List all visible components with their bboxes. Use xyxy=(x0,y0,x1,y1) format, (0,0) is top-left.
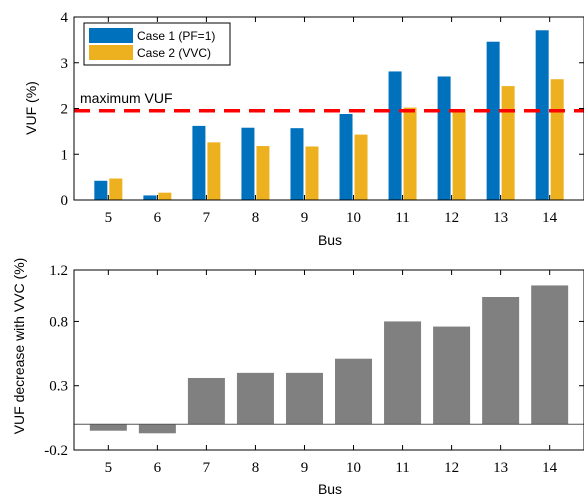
top-xtick-label: 8 xyxy=(252,210,260,226)
legend-swatch-case2 xyxy=(89,45,133,60)
bar-case2-bus-5 xyxy=(109,178,123,200)
xlabel-bottom: Bus xyxy=(318,481,342,495)
bar-case1-bus-10 xyxy=(339,113,353,200)
top-xtick-label: 14 xyxy=(542,210,558,226)
bar-case2-bus-7 xyxy=(207,142,221,200)
bar-case2-bus-12 xyxy=(452,109,466,200)
bottom-ytick-label: 0.8 xyxy=(49,314,68,330)
legend-swatch-case1 xyxy=(89,28,133,43)
top-xtick-label: 9 xyxy=(301,210,309,226)
axes-bottom: -0.2 0.3 0.8 1.2 5 6 7 8 9 10 11 12 13 14 xyxy=(44,263,584,476)
bottom-bars xyxy=(89,285,569,434)
bar-case1-bus-7 xyxy=(192,125,206,200)
bar-decrease-bus-5 xyxy=(89,424,127,431)
bottom-xtick-label: 12 xyxy=(444,460,459,476)
top-xtick-label: 10 xyxy=(346,210,361,226)
bar-decrease-bus-11 xyxy=(384,321,422,425)
bar-case2-bus-10 xyxy=(354,134,368,200)
bottom-xtick-label: 9 xyxy=(301,460,309,476)
chart-bottom: -0.2 0.3 0.8 1.2 5 6 7 8 9 10 11 12 13 14 VUF decreas… xyxy=(11,258,584,495)
top-xtick-label: 6 xyxy=(154,210,162,226)
bar-case2-bus-8 xyxy=(256,146,270,200)
top-bars xyxy=(94,30,564,200)
bar-case1-bus-5 xyxy=(94,180,108,200)
top-ytick-label: 1 xyxy=(61,147,69,163)
bottom-xtick-label: 14 xyxy=(542,460,558,476)
bar-decrease-bus-7 xyxy=(187,378,225,425)
top-ytick-label: 4 xyxy=(61,10,69,26)
bottom-ytick-label: 1.2 xyxy=(49,263,68,279)
legend-top: Case 1 (PF=1) Case 2 (VVC) xyxy=(83,22,231,66)
bottom-xtick-label: 5 xyxy=(105,460,113,476)
top-xtick-label: 5 xyxy=(105,210,113,226)
top-xtick-label: 11 xyxy=(395,210,409,226)
bar-decrease-bus-14 xyxy=(531,285,569,425)
bottom-axes-frame xyxy=(73,269,584,451)
bar-decrease-bus-13 xyxy=(482,297,520,425)
ylabel-top: VUF (%) xyxy=(23,81,39,135)
bar-decrease-bus-9 xyxy=(285,372,323,425)
bottom-xtick-label: 13 xyxy=(493,460,508,476)
bottom-xtick-label: 8 xyxy=(252,460,260,476)
top-ytick-label: 0 xyxy=(61,193,69,209)
legend-label-case2: Case 2 (VVC) xyxy=(137,46,211,60)
bar-case1-bus-9 xyxy=(290,128,304,200)
bar-case1-bus-14 xyxy=(535,30,549,200)
bottom-xtick-label: 6 xyxy=(154,460,162,476)
bar-case1-bus-12 xyxy=(437,76,451,200)
bottom-xtick-label: 10 xyxy=(346,460,361,476)
bar-case1-bus-8 xyxy=(241,127,255,200)
ylabel-bottom: VUF decrease with VVC (%) xyxy=(11,258,27,435)
bar-case2-bus-9 xyxy=(305,146,319,200)
bar-case2-bus-6 xyxy=(158,192,172,200)
bar-decrease-bus-10 xyxy=(335,358,373,425)
bar-case1-bus-11 xyxy=(388,71,402,200)
bottom-xtick-label: 7 xyxy=(203,460,211,476)
top-xtick-label: 13 xyxy=(493,210,508,226)
top-xtick-label: 12 xyxy=(444,210,459,226)
top-ytick-label: 2 xyxy=(61,102,69,118)
threshold-label: maximum VUF xyxy=(80,90,173,106)
bar-case2-bus-14 xyxy=(550,79,564,200)
bar-decrease-bus-6 xyxy=(138,424,176,434)
bar-case2-bus-11 xyxy=(403,107,417,200)
bottom-ytick-label: -0.2 xyxy=(44,443,68,459)
bar-decrease-bus-12 xyxy=(433,326,471,425)
bottom-xtick-label: 11 xyxy=(395,460,409,476)
bar-case2-bus-13 xyxy=(501,86,515,200)
bar-decrease-bus-8 xyxy=(236,372,274,425)
top-xtick-label: 7 xyxy=(203,210,211,226)
xlabel-top: Bus xyxy=(318,232,342,248)
legend-label-case1: Case 1 (PF=1) xyxy=(137,29,215,43)
bar-case1-bus-13 xyxy=(486,41,500,200)
bottom-ytick-label: 0.3 xyxy=(49,379,68,395)
top-ytick-label: 3 xyxy=(61,56,69,72)
bar-case1-bus-6 xyxy=(143,195,157,200)
